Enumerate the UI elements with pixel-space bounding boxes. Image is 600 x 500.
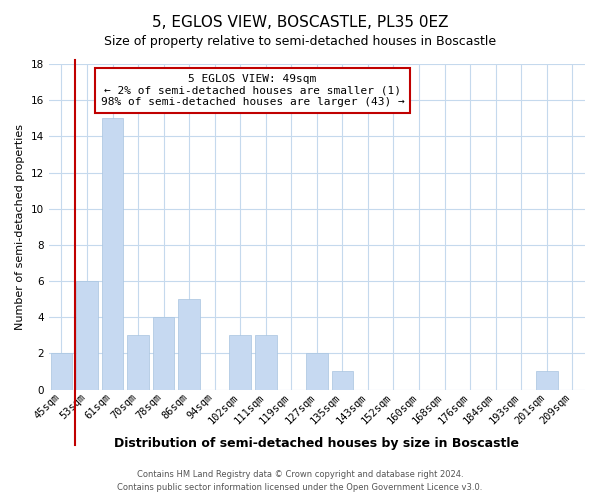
Text: 5 EGLOS VIEW: 49sqm
← 2% of semi-detached houses are smaller (1)
98% of semi-det: 5 EGLOS VIEW: 49sqm ← 2% of semi-detache… xyxy=(101,74,404,107)
Bar xyxy=(255,336,277,390)
Text: Contains HM Land Registry data © Crown copyright and database right 2024.
Contai: Contains HM Land Registry data © Crown c… xyxy=(118,470,482,492)
Bar xyxy=(332,372,353,390)
Bar xyxy=(76,281,98,390)
Bar xyxy=(536,372,557,390)
Bar xyxy=(50,354,72,390)
Bar xyxy=(153,317,175,390)
Bar xyxy=(127,336,149,390)
Bar xyxy=(306,354,328,390)
Bar xyxy=(229,336,251,390)
Bar xyxy=(101,118,124,390)
Y-axis label: Number of semi-detached properties: Number of semi-detached properties xyxy=(15,124,25,330)
Text: 5, EGLOS VIEW, BOSCASTLE, PL35 0EZ: 5, EGLOS VIEW, BOSCASTLE, PL35 0EZ xyxy=(152,15,448,30)
Bar xyxy=(178,299,200,390)
X-axis label: Distribution of semi-detached houses by size in Boscastle: Distribution of semi-detached houses by … xyxy=(115,437,520,450)
Text: Size of property relative to semi-detached houses in Boscastle: Size of property relative to semi-detach… xyxy=(104,35,496,48)
